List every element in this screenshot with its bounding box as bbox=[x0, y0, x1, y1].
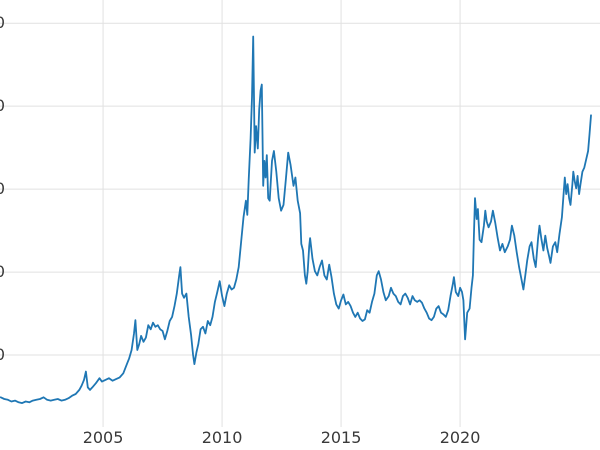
x-tick-label: 2005 bbox=[83, 428, 124, 447]
y-tick-label: 50 bbox=[0, 13, 5, 32]
y-tick-label: 10 bbox=[0, 345, 5, 364]
y-tick-label: 20 bbox=[0, 262, 5, 281]
x-tick-label: 2010 bbox=[202, 428, 243, 447]
x-tick-label: 2020 bbox=[440, 428, 481, 447]
price-series-line bbox=[0, 35, 592, 404]
y-tick-label: 40 bbox=[0, 96, 5, 115]
x-tick-label: 2015 bbox=[321, 428, 362, 447]
y-tick-label: 30 bbox=[0, 179, 5, 198]
